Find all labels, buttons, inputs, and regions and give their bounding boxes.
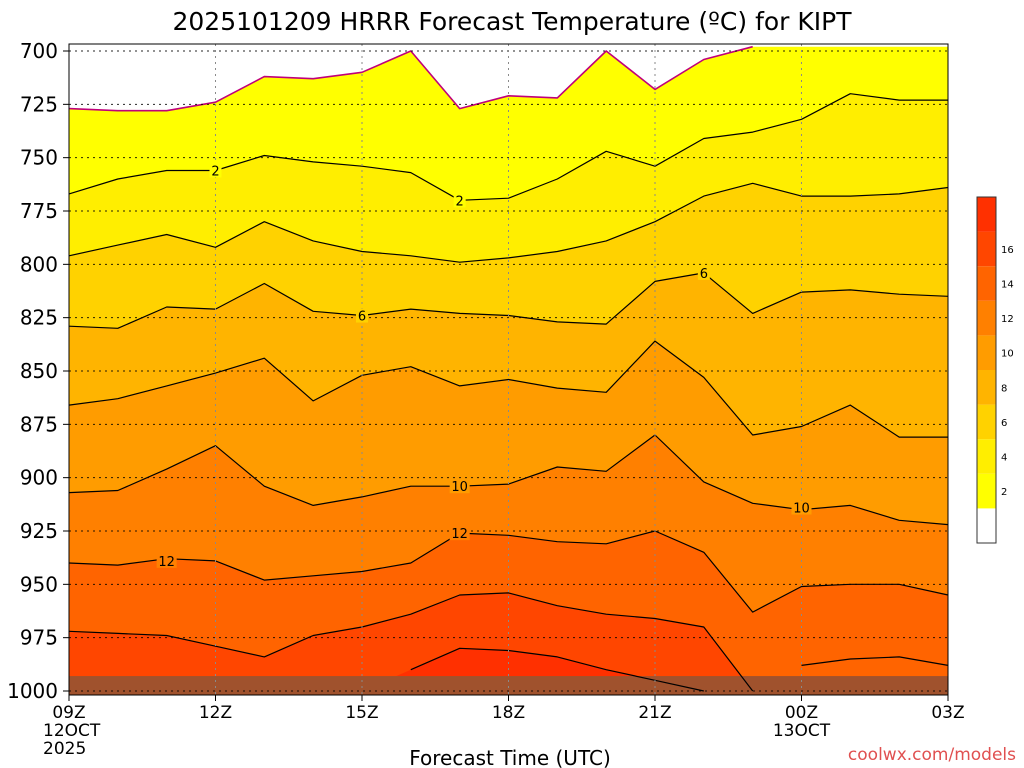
x-tick-label: 21Z <box>638 703 671 723</box>
y-tick-label: 800 <box>20 252 58 276</box>
colorbar-tick-label: 4 <box>1001 453 1007 464</box>
colorbar-tick-label: 6 <box>1001 418 1007 429</box>
colorbar-tick-label: 12 <box>1001 314 1014 325</box>
y-tick-label: 725 <box>20 92 58 116</box>
x-tick-label: 03Z <box>931 703 964 723</box>
y-axis: 700 725 750 775 800 825 850 875 900 925 950 975 1000 <box>7 39 69 703</box>
contour-label-bg <box>697 265 710 280</box>
contour-label: 2 <box>456 194 464 209</box>
contour-label: 6 <box>700 267 708 282</box>
colorbar-swatch <box>977 231 996 267</box>
colorbar-swatch <box>977 473 996 509</box>
contour-label: 10 <box>451 480 468 495</box>
contour-line-14 <box>68 592 754 692</box>
colorbar-frame <box>976 196 997 544</box>
contour-label-bg <box>356 308 368 323</box>
x-axis-label: Forecast Time (UTC) <box>409 746 611 768</box>
contour-fill-group <box>69 44 948 695</box>
colorbar-swatch <box>977 404 996 440</box>
y-tick-label: 950 <box>20 572 58 596</box>
x-tick-label: 12OCT <box>43 721 101 741</box>
y-tick-label: 750 <box>20 146 58 170</box>
colorbar-swatch <box>977 266 996 301</box>
ground-group <box>69 676 948 695</box>
y-tick-label: 700 <box>20 39 58 63</box>
y-tick-label: 850 <box>20 359 58 383</box>
colorbar: 2 4 6 8 10 12 14 16 <box>976 196 1014 544</box>
colorbar-swatch <box>977 197 996 232</box>
colorbar-tick-label: 2 <box>1001 487 1007 498</box>
x-tick-label: 00Z <box>785 703 818 723</box>
colorbar-tick-label: 16 <box>1001 245 1014 256</box>
contour-line-4 <box>68 182 949 263</box>
contour-label-bg <box>156 553 177 568</box>
colorbar-tick-label: 8 <box>1001 383 1007 394</box>
y-tick-label: 925 <box>20 519 58 543</box>
x-tick-label: 2025 <box>43 739 86 759</box>
contour-line-8 <box>68 340 948 438</box>
x-tick-label: 18Z <box>492 703 525 723</box>
contour-label: 2 <box>211 164 219 179</box>
contour-label-bg <box>449 479 470 494</box>
contour-label-group: 2 2 6 6 10 10 12 12 <box>156 163 812 570</box>
x-tick-label: 15Z <box>345 703 378 723</box>
colorbar-swatch <box>977 300 996 336</box>
colorbar-tick-label: 14 <box>1001 280 1014 291</box>
ground-strip <box>69 676 948 695</box>
colorbar-tick-label: 10 <box>1001 349 1014 360</box>
colorbar-swatch <box>977 335 996 370</box>
contour-label-bg <box>449 526 470 541</box>
y-tick-label: 775 <box>20 199 58 223</box>
band-fill-0 <box>69 44 948 111</box>
contour-label: 12 <box>158 555 175 570</box>
colorbar-swatch <box>977 439 996 474</box>
y-tick-label: 900 <box>20 466 58 490</box>
y-tick-label: 825 <box>20 306 58 330</box>
colorbar-swatch <box>977 508 996 543</box>
contour-line-group <box>68 45 949 692</box>
y-tick-label: 875 <box>20 412 58 436</box>
x-tick-label: 13OCT <box>773 721 831 741</box>
chart-title: 2025101209 HRRR Forecast Temperature (ºC… <box>172 7 852 36</box>
contour-label-bg <box>209 163 222 178</box>
contour-label: 10 <box>793 502 810 517</box>
contour-label-bg <box>453 193 466 208</box>
contour-label: 6 <box>358 310 366 325</box>
x-tick-label: 12Z <box>199 703 232 723</box>
contour-line-0 <box>68 45 753 112</box>
y-tick-label: 975 <box>20 626 58 650</box>
y-tick-label: 1000 <box>7 679 58 703</box>
credit-link[interactable]: coolwx.com/models <box>848 745 1016 765</box>
contour-label-bg <box>791 500 812 515</box>
x-tick-label: 09Z <box>52 703 85 723</box>
colorbar-swatch <box>977 370 996 405</box>
contour-label: 12 <box>451 527 468 542</box>
